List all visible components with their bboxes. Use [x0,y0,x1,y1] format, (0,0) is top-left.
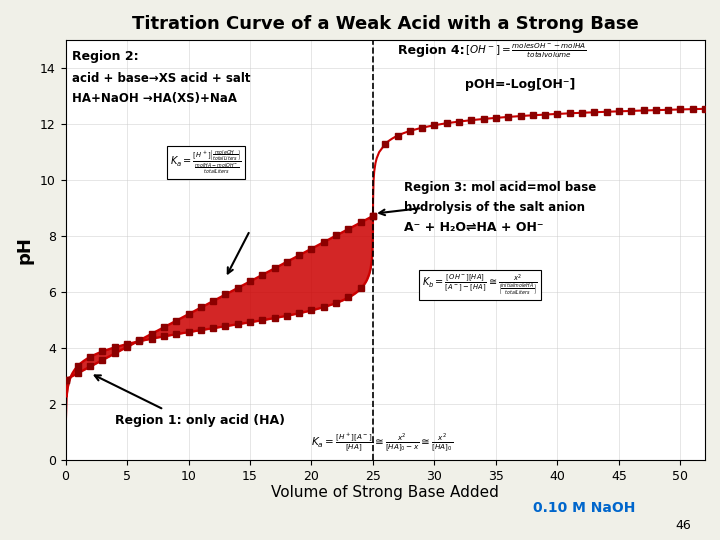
Text: pOH=-Log[OH⁻]: pOH=-Log[OH⁻] [465,78,575,91]
Text: Region 3: mol acid=mol base: Region 3: mol acid=mol base [404,181,596,194]
Text: acid + base→XS acid + salt: acid + base→XS acid + salt [72,72,250,85]
Text: Region 1: only acid (HA): Region 1: only acid (HA) [114,414,284,427]
Text: $[OH^-] = \frac{molesOH^- - molHA}{totalvolume}$: $[OH^-] = \frac{molesOH^- - molHA}{total… [465,42,587,60]
Text: A⁻ + H₂O⇌HA + OH⁻: A⁻ + H₂O⇌HA + OH⁻ [404,220,543,233]
X-axis label: Volume of Strong Base Added: Volume of Strong Base Added [271,485,499,501]
Text: 46: 46 [675,519,691,532]
Text: Region 4:: Region 4: [397,44,464,57]
Title: Titration Curve of a Weak Acid with a Strong Base: Titration Curve of a Weak Acid with a St… [132,15,639,33]
Text: $K_a = \frac{[H^+]\left[\frac{moleOH}{totalLiters}\right]}{\frac{molHA - molOH^-: $K_a = \frac{[H^+]\left[\frac{moleOH}{to… [170,149,242,177]
Text: HA+NaOH →HA(XS)+NaA: HA+NaOH →HA(XS)+NaA [72,92,237,105]
Text: $K_b = \frac{[OH^-][HA]}{[A^-]-[HA]} \cong \frac{x^2}{\left[\frac{initialmoleHA}: $K_b = \frac{[OH^-][HA]}{[A^-]-[HA]} \co… [422,273,538,297]
Text: $K_a = \frac{[H^+][A^-]}{[HA]} \cong \frac{x^2}{[HA]_0 - x} \cong \frac{x^2}{[HA: $K_a = \frac{[H^+][A^-]}{[HA]} \cong \fr… [312,431,454,454]
Y-axis label: pH: pH [15,236,33,264]
Text: 0.10 M NaOH: 0.10 M NaOH [533,501,635,515]
Text: hydrolysis of the salt anion: hydrolysis of the salt anion [404,201,585,214]
Text: Region 2:: Region 2: [72,50,138,63]
